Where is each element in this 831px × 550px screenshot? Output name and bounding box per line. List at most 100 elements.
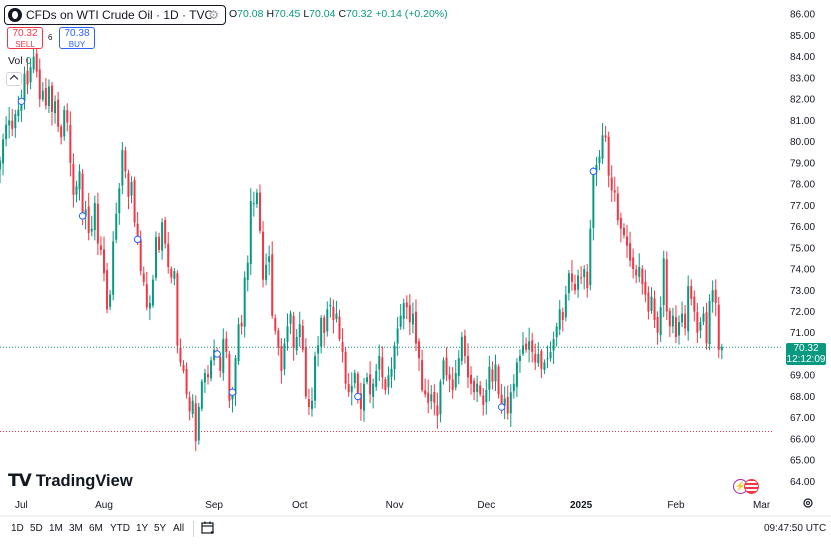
candle-body[interactable] — [277, 330, 280, 348]
event-marker[interactable] — [17, 97, 26, 106]
candle-body[interactable] — [72, 163, 75, 195]
candle-body[interactable] — [304, 346, 307, 397]
candle-body[interactable] — [396, 328, 399, 344]
candle-body[interactable] — [344, 351, 347, 384]
candle-body[interactable] — [378, 356, 381, 370]
candle-body[interactable] — [561, 312, 564, 321]
candle-body[interactable] — [534, 353, 537, 363]
candle-body[interactable] — [326, 309, 329, 332]
candle-body[interactable] — [567, 273, 570, 294]
candle-body[interactable] — [87, 206, 90, 233]
candle-body[interactable] — [249, 201, 252, 265]
candle-body[interactable] — [681, 313, 684, 323]
candle-body[interactable] — [96, 203, 99, 244]
candle-body[interactable] — [102, 249, 105, 274]
candle-body[interactable] — [387, 375, 390, 388]
candle-body[interactable] — [552, 339, 555, 351]
event-marker[interactable] — [78, 212, 87, 220]
candle-body[interactable] — [448, 374, 451, 380]
candle-body[interactable] — [203, 373, 206, 383]
candle-body[interactable] — [678, 322, 681, 336]
candle-body[interactable] — [14, 114, 17, 129]
candle-body[interactable] — [699, 322, 702, 331]
candle-body[interactable] — [515, 362, 518, 387]
candle-body[interactable] — [384, 379, 387, 391]
candle-body[interactable] — [310, 400, 313, 410]
candle-body[interactable] — [522, 345, 525, 354]
event-marker[interactable] — [354, 392, 362, 401]
candle-body[interactable] — [518, 356, 521, 362]
candle-body[interactable] — [78, 171, 81, 190]
candle-body[interactable] — [323, 317, 326, 333]
candle-body[interactable] — [491, 369, 494, 382]
candle-body[interactable] — [656, 316, 659, 333]
candle-body[interactable] — [454, 373, 457, 388]
candle-body[interactable] — [271, 254, 274, 316]
candle-body[interactable] — [179, 347, 182, 363]
candle-body[interactable] — [442, 360, 445, 380]
candle-body[interactable] — [665, 259, 668, 312]
candle-body[interactable] — [252, 203, 255, 205]
candle-body[interactable] — [11, 120, 14, 129]
range-6m-button[interactable]: 6M — [89, 523, 103, 534]
candle-body[interactable] — [613, 190, 616, 193]
candle-body[interactable] — [274, 318, 277, 331]
candle-body[interactable] — [479, 385, 482, 395]
candle-body[interactable] — [607, 136, 610, 176]
candle-body[interactable] — [225, 338, 228, 352]
candle-body[interactable] — [574, 284, 577, 291]
candle-body[interactable] — [234, 358, 237, 395]
candle-body[interactable] — [44, 87, 47, 106]
candle-body[interactable] — [671, 315, 674, 327]
candle-body[interactable] — [693, 296, 696, 312]
candle-body[interactable] — [598, 156, 601, 164]
candle-body[interactable] — [433, 391, 436, 403]
candle-body[interactable] — [329, 305, 332, 307]
candle-body[interactable] — [647, 292, 650, 312]
candle-body[interactable] — [644, 281, 647, 295]
candle-body[interactable] — [684, 313, 687, 329]
candle-body[interactable] — [341, 342, 344, 352]
candle-body[interactable] — [99, 245, 102, 250]
candle-body[interactable] — [298, 324, 301, 338]
candle-body[interactable] — [619, 217, 622, 229]
candle-body[interactable] — [268, 256, 271, 263]
candle-body[interactable] — [200, 381, 203, 409]
candle-body[interactable] — [696, 312, 699, 333]
candle-body[interactable] — [5, 124, 8, 140]
candle-body[interactable] — [430, 394, 433, 402]
candle-body[interactable] — [531, 340, 534, 352]
candle-body[interactable] — [237, 324, 240, 362]
candle-body[interactable] — [436, 405, 439, 416]
candle-body[interactable] — [243, 277, 246, 327]
candle-body[interactable] — [109, 294, 112, 307]
event-marker[interactable] — [213, 350, 221, 358]
candle-body[interactable] — [2, 139, 5, 164]
candle-body[interactable] — [262, 231, 265, 280]
candle-body[interactable] — [485, 390, 488, 403]
candle-body[interactable] — [418, 341, 421, 359]
candle-body[interactable] — [674, 317, 677, 337]
candle-body[interactable] — [32, 56, 35, 70]
candle-body[interactable] — [424, 390, 427, 395]
candle-body[interactable] — [23, 73, 26, 102]
candle-body[interactable] — [41, 90, 44, 100]
candle-body[interactable] — [35, 53, 38, 72]
candle-body[interactable] — [307, 399, 310, 408]
candle-body[interactable] — [488, 366, 491, 390]
candle-body[interactable] — [653, 298, 656, 321]
candle-body[interactable] — [460, 336, 463, 361]
candle-body[interactable] — [265, 264, 268, 281]
candle-body[interactable] — [295, 336, 298, 351]
candle-body[interactable] — [194, 403, 197, 442]
candle-body[interactable] — [601, 135, 604, 159]
candle-body[interactable] — [466, 355, 469, 378]
candle-body[interactable] — [687, 286, 690, 332]
candle-body[interactable] — [29, 67, 32, 83]
candle-body[interactable] — [148, 303, 151, 309]
candle-body[interactable] — [0, 160, 1, 170]
symbol-header[interactable]: CFDs on WTI Crude Oil · 1D · TVC ⚙ — [4, 5, 226, 25]
candle-body[interactable] — [206, 374, 209, 378]
candle-body[interactable] — [255, 192, 258, 205]
